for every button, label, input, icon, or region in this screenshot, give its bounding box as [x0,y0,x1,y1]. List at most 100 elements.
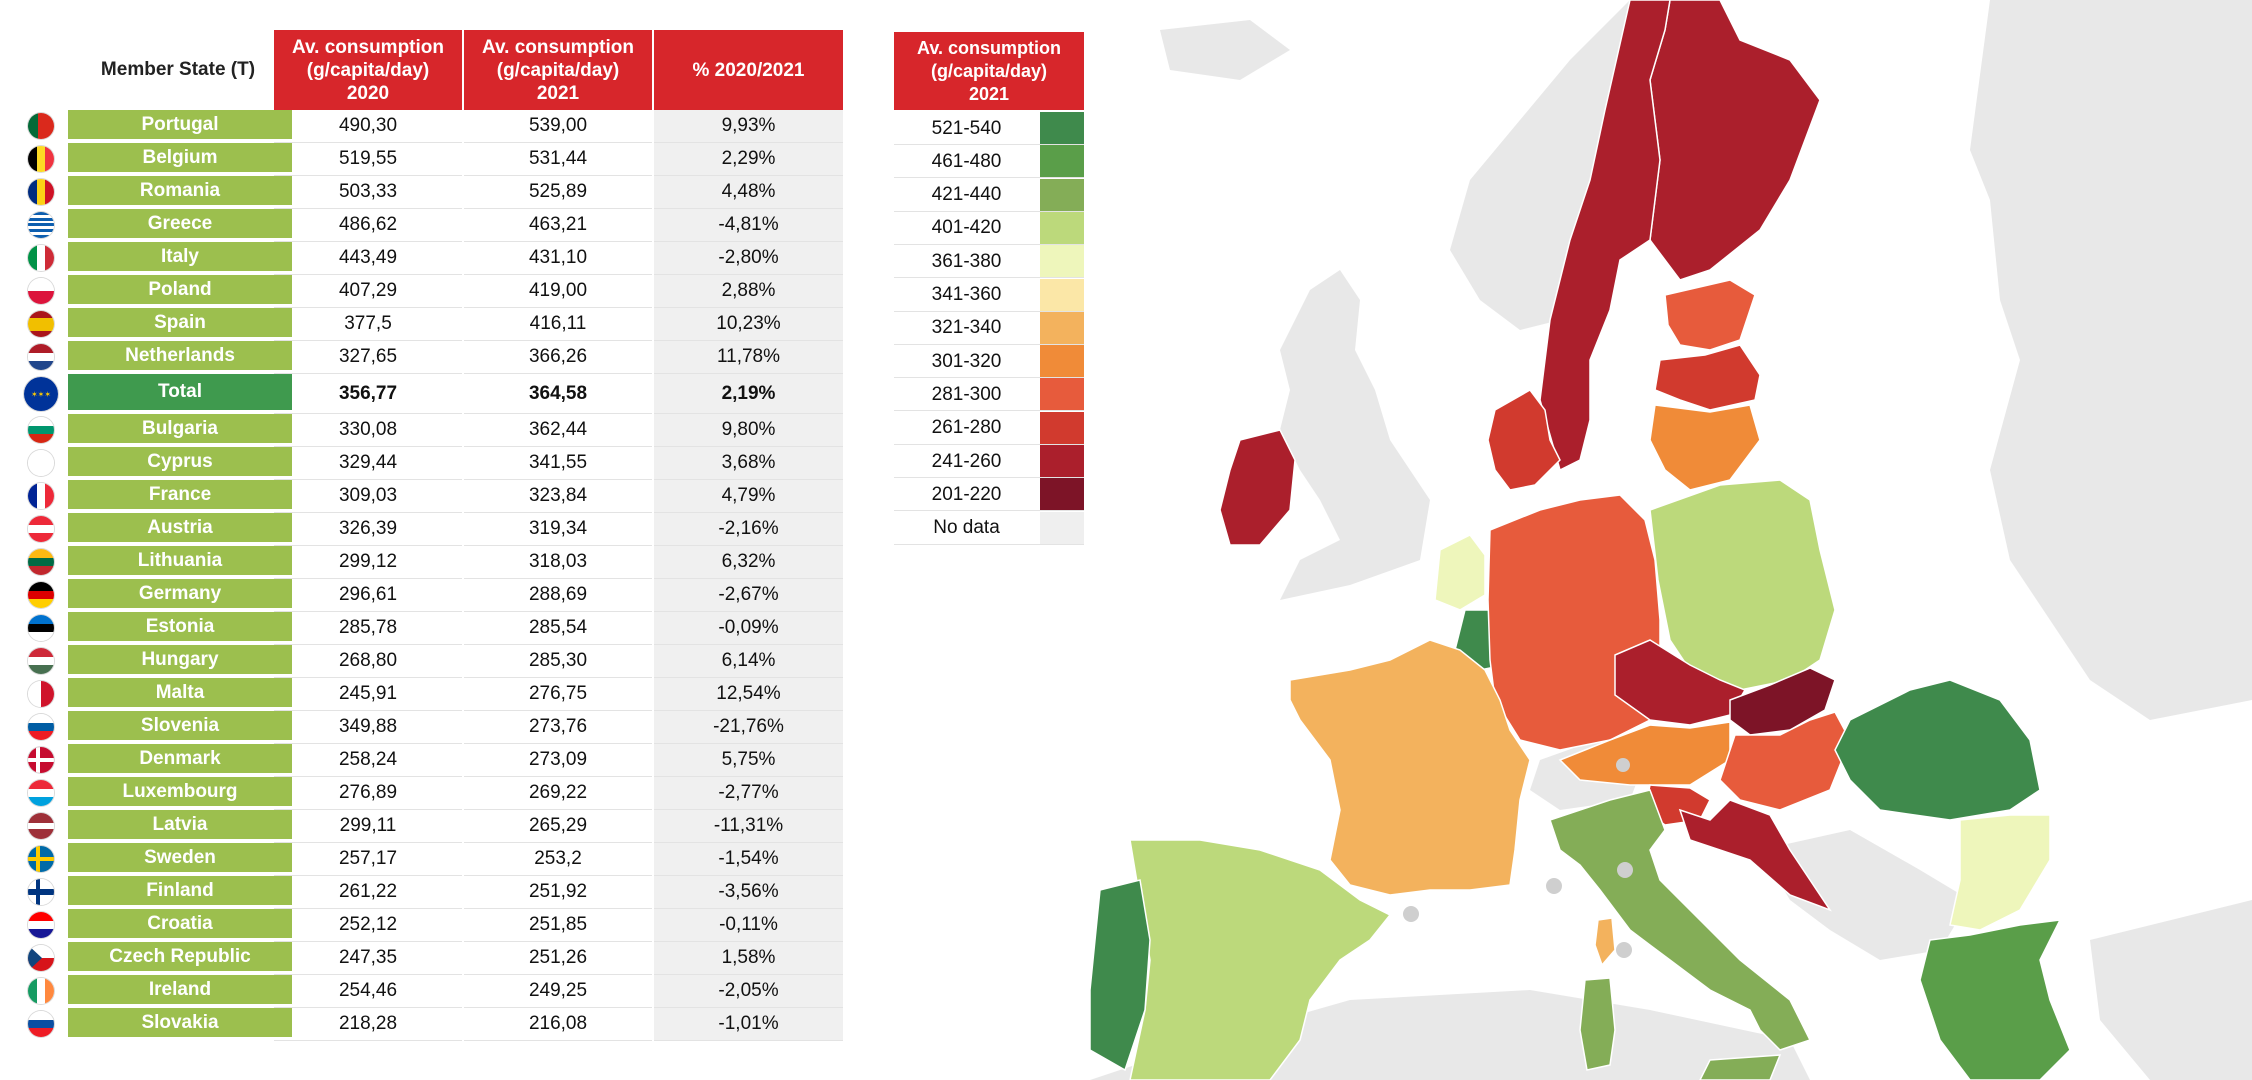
denmark-flag-icon [28,747,54,773]
pct-change: -0,11% [654,909,843,942]
country-name: Estonia [68,612,292,643]
value-2020: 503,33 [274,176,462,209]
value-2021: 288,69 [464,579,652,612]
legend-swatch [1040,278,1084,311]
pct-change: 9,80% [654,414,843,447]
luxembourg-flag-icon [28,780,54,806]
country-name: Romania [68,176,292,207]
pct-change: 10,23% [654,308,843,341]
value-2020: 299,12 [274,546,462,579]
country-name: France [68,480,292,511]
sweden-flag-icon [28,846,54,872]
value-2021: 273,09 [464,744,652,777]
value-2021: 269,22 [464,777,652,810]
country-name: Malta [68,678,292,709]
country-name: Total [68,374,292,412]
legend-swatch [1040,411,1084,444]
legend-item: 521-540 [894,112,1084,145]
value-2020: 268,80 [274,645,462,678]
value-2021: 362,44 [464,414,652,447]
value-2021: 366,26 [464,341,652,374]
legend-swatch [1040,345,1084,378]
value-2020: 330,08 [274,414,462,447]
country-shape-greece [1919,919,2071,1080]
pct-change: -21,76% [654,711,843,744]
greece-flag-icon [28,212,54,238]
iceland-shape [1160,20,1290,80]
legend-swatch [1040,245,1084,278]
pct-change: 3,68% [654,447,843,480]
legend-swatch [1040,311,1084,344]
pct-change: -2,80% [654,242,843,275]
portugal-flag-icon [28,113,54,139]
legend-label: No data [933,517,1000,539]
country-name: Latvia [68,810,292,841]
legend-item: 461-480 [894,145,1084,179]
legend-item: 241-260 [894,445,1084,478]
country-name: Slovenia [68,711,292,742]
country-name: Slovakia [68,1008,292,1039]
country-name: Poland [68,275,292,306]
france-flag-icon [28,483,54,509]
country-shape-hungary [1719,711,1851,811]
value-2020: 218,28 [274,1008,462,1041]
country-shape-portugal [1090,879,1151,1072]
country-name: Finland [68,876,292,907]
legend-item: No data [894,511,1084,545]
great-britain-shape [1280,270,1430,600]
balkans-shape [1760,830,1970,960]
eu-flag-icon: ✶✶✶ [24,377,58,411]
value-2020: 326,39 [274,513,462,546]
country-shape-slovakia [1729,667,1836,736]
legend-swatch [1040,445,1084,477]
country-shape-croatia [1678,799,1832,912]
value-2021: 265,29 [464,810,652,843]
value-2021: 539,00 [464,110,652,143]
value-2021: 323,84 [464,480,652,513]
country-shape-sicily [1699,1054,1782,1080]
legend-label: 461-480 [931,150,1002,172]
value-2021: 285,30 [464,645,652,678]
country-shape-romania [1834,679,2041,821]
romania-flag-icon [28,179,54,205]
czech-flag-icon [28,945,54,971]
slovenia-flag-icon [28,714,54,740]
country-name: Germany [68,579,292,610]
pct-change: 11,78% [654,341,843,374]
legend-label: 321-340 [931,317,1002,339]
country-name: Ireland [68,975,292,1006]
pct-change: 6,14% [654,645,843,678]
legend-label: 261-280 [931,417,1002,439]
legend-item: 281-300 [894,378,1084,412]
legend-label: 301-320 [931,350,1002,372]
legend-label: 401-420 [931,217,1002,239]
country-shape-bulgaria [1949,814,2051,931]
croatia-flag-icon [28,912,54,938]
spain-flag-icon [28,311,54,337]
legend-label: 201-220 [931,483,1002,505]
value-2021: 276,75 [464,678,652,711]
poland-flag-icon [28,278,54,304]
legend-label: 281-300 [931,383,1002,405]
value-2020: 258,24 [274,744,462,777]
value-2021: 319,34 [464,513,652,546]
turkey-shape [2090,900,2252,1080]
legend-item: 321-340 [894,311,1084,345]
value-2020: 247,35 [274,942,462,975]
legend-item: 301-320 [894,345,1084,379]
value-2020: 245,91 [274,678,462,711]
value-2021: 341,55 [464,447,652,480]
legend-swatch [1040,112,1084,144]
cyprus-flag-icon [28,450,54,476]
pct-change: -11,31% [654,810,843,843]
value-2020: 443,49 [274,242,462,275]
netherlands-flag-icon [28,344,54,370]
legend-swatch [1040,211,1084,244]
pct-change: 5,75% [654,744,843,777]
value-2021: 463,21 [464,209,652,242]
country-shape-italy [1549,789,1812,1051]
pct-change: -2,67% [654,579,843,612]
pct-change: 4,79% [654,480,843,513]
value-2021: 318,03 [464,546,652,579]
pct-change: -1,54% [654,843,843,876]
